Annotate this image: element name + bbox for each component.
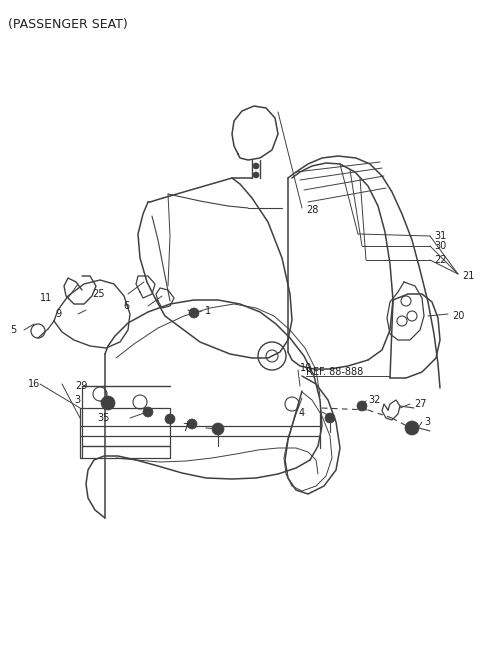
Text: 21: 21 <box>462 271 474 281</box>
Circle shape <box>165 414 175 424</box>
Text: 7: 7 <box>182 423 188 433</box>
Text: 22: 22 <box>434 255 446 265</box>
Text: 30: 30 <box>434 241 446 251</box>
Circle shape <box>357 401 367 411</box>
Circle shape <box>325 413 335 423</box>
Text: 35: 35 <box>97 413 110 423</box>
Circle shape <box>187 419 197 429</box>
Text: 10: 10 <box>300 363 312 373</box>
Text: 4: 4 <box>299 408 305 418</box>
Circle shape <box>253 172 259 178</box>
Text: REF. 88-888: REF. 88-888 <box>306 367 363 377</box>
Circle shape <box>189 308 199 318</box>
Text: 3: 3 <box>74 395 80 405</box>
Text: 31: 31 <box>434 231 446 241</box>
Text: 16: 16 <box>28 379 40 389</box>
Circle shape <box>405 421 419 435</box>
Text: 27: 27 <box>414 399 427 409</box>
Circle shape <box>143 407 153 417</box>
Text: 5: 5 <box>10 325 16 335</box>
Circle shape <box>212 423 224 435</box>
Text: 6: 6 <box>124 301 130 311</box>
Text: 9: 9 <box>56 309 62 319</box>
Text: (PASSENGER SEAT): (PASSENGER SEAT) <box>8 18 128 31</box>
Text: 29: 29 <box>76 381 88 391</box>
Text: 1: 1 <box>205 306 211 316</box>
Text: 11: 11 <box>40 293 52 303</box>
Circle shape <box>253 163 259 169</box>
Circle shape <box>101 396 115 410</box>
Text: 28: 28 <box>306 205 318 215</box>
Text: 20: 20 <box>452 311 464 321</box>
Text: 25: 25 <box>93 289 105 299</box>
Text: 32: 32 <box>368 395 380 405</box>
Text: 3: 3 <box>424 417 430 427</box>
